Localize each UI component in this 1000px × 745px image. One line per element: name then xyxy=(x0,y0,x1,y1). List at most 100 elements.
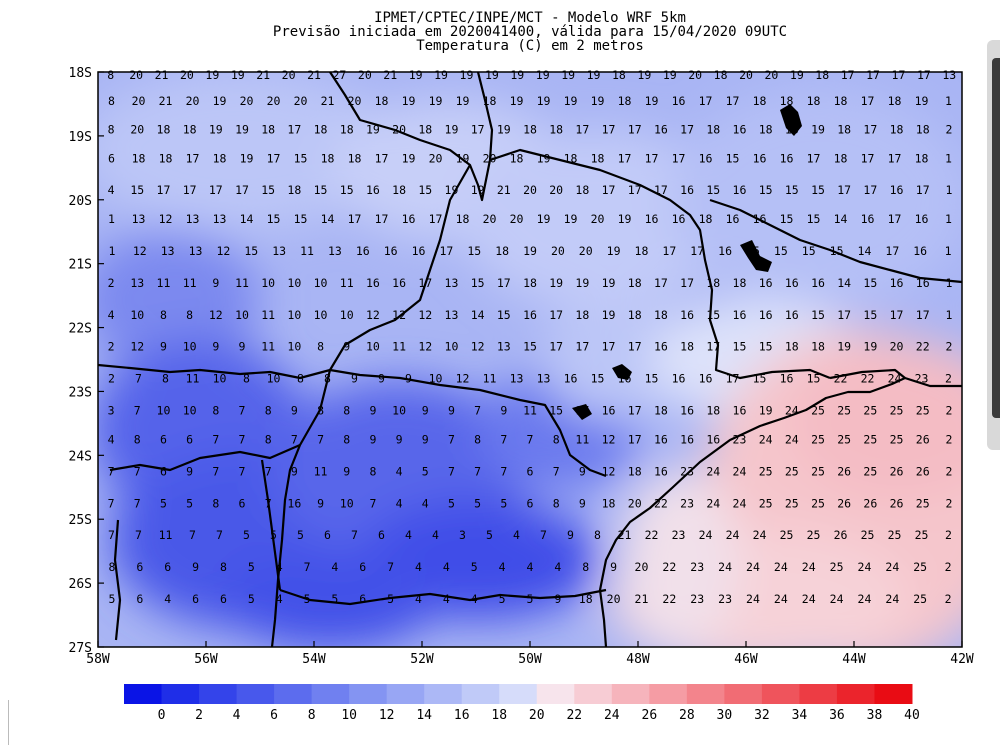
grid-value: 17 xyxy=(575,404,589,418)
grid-value: 12 xyxy=(216,244,230,258)
border-mg-es xyxy=(709,198,963,284)
grid-value: 16 xyxy=(392,276,406,290)
grid-value: 16 xyxy=(602,404,616,418)
colorbar-swatch xyxy=(611,684,650,704)
grid-value: 25 xyxy=(890,404,904,418)
grid-value: 23 xyxy=(680,496,694,510)
grid-value: 26 xyxy=(863,496,877,510)
grid-value: 9 xyxy=(422,432,429,446)
lat-label-23S: 23S xyxy=(69,385,92,400)
grid-value: 8 xyxy=(212,496,219,510)
grid-value: 13 xyxy=(537,372,551,386)
grid-value: 15 xyxy=(261,183,275,197)
grid-value: 5 xyxy=(270,528,277,542)
grid-value: 21 xyxy=(256,68,270,82)
border-mg-rj xyxy=(829,368,906,380)
grid-value: 20 xyxy=(764,68,778,82)
grid-value: 19 xyxy=(497,123,511,137)
grid-value: 11 xyxy=(235,276,249,290)
border-go-mg xyxy=(476,71,494,161)
grid-value: 16 xyxy=(699,151,713,165)
lat-label-21S: 21S xyxy=(69,258,92,273)
grid-value: 17 xyxy=(439,244,453,258)
grid-value: 4 xyxy=(108,432,115,446)
grid-value: 7 xyxy=(189,528,196,542)
grid-value: 15 xyxy=(753,372,767,386)
grid-value: 2 xyxy=(945,592,952,606)
grid-value: 1 xyxy=(945,212,952,226)
grid-value: 19 xyxy=(618,212,632,226)
grid-value: 9 xyxy=(160,340,167,354)
grid-value: 14 xyxy=(837,276,851,290)
grid-value: 12 xyxy=(602,464,616,478)
grid-value: 19 xyxy=(460,68,474,82)
grid-value: 16 xyxy=(654,432,668,446)
grid-value: 5 xyxy=(471,560,478,574)
grid-value: 16 xyxy=(680,308,694,322)
grid-value: 15 xyxy=(523,340,537,354)
grid-value: 15 xyxy=(726,151,740,165)
grid-value: 12 xyxy=(133,244,147,258)
grid-value: 25 xyxy=(811,464,825,478)
grid-value: 9 xyxy=(378,372,385,386)
grid-value: 23 xyxy=(718,592,732,606)
grid-value: 16 xyxy=(654,464,668,478)
grid-value: 15 xyxy=(497,308,511,322)
grid-value: 6 xyxy=(136,560,143,574)
grid-value: 16 xyxy=(780,151,794,165)
grid-value: 18 xyxy=(314,123,328,137)
grid-value: 2 xyxy=(945,432,952,446)
grid-value: 18 xyxy=(714,68,728,82)
grid-value: 19 xyxy=(434,68,448,82)
grid-value: 10 xyxy=(130,308,144,322)
grid-value: 9 xyxy=(405,372,412,386)
colorbar-label: 2 xyxy=(195,708,203,723)
grid-value: 6 xyxy=(527,496,534,510)
grid-value: 18 xyxy=(706,123,720,137)
grid-value: 17 xyxy=(726,372,740,386)
grid-value: 18 xyxy=(834,151,848,165)
grid-value: 16 xyxy=(366,276,380,290)
grid-value: 7 xyxy=(304,560,311,574)
colorbar-label: 16 xyxy=(454,708,470,723)
grid-value: 25 xyxy=(890,432,904,446)
grid-value: 19 xyxy=(205,68,219,82)
colorbar-label: 24 xyxy=(604,708,620,723)
colorbar-label: 32 xyxy=(754,708,770,723)
grid-value: 20 xyxy=(591,212,605,226)
grid-value: 5 xyxy=(448,496,455,510)
grid-value: 20 xyxy=(551,244,565,258)
grid-value: 20 xyxy=(483,212,497,226)
grid-value: 6 xyxy=(160,464,167,478)
border-paraguay xyxy=(97,363,331,380)
grid-value: 17 xyxy=(837,308,851,322)
colorbar-label: 12 xyxy=(379,708,395,723)
grid-value: 20 xyxy=(890,340,904,354)
grid-value: 18 xyxy=(348,151,362,165)
grid-value: 18 xyxy=(815,68,829,82)
grid-value: 18 xyxy=(706,404,720,418)
grid-value: 16 xyxy=(916,276,930,290)
grid-value: 7 xyxy=(448,432,455,446)
grid-value: 18 xyxy=(287,183,301,197)
grid-value: 17 xyxy=(699,94,713,108)
grid-value: 24 xyxy=(759,432,773,446)
grid-value: 19 xyxy=(445,123,459,137)
colorbar-swatch xyxy=(161,684,200,704)
grid-value: 4 xyxy=(331,560,338,574)
grid-value: 18 xyxy=(523,123,537,137)
grid-value: 17 xyxy=(628,183,642,197)
grid-value: 16 xyxy=(412,244,426,258)
grid-value: 6 xyxy=(160,432,167,446)
grid-value: 21 xyxy=(635,592,649,606)
grid-value: 16 xyxy=(753,151,767,165)
grid-value: 16 xyxy=(890,183,904,197)
grid-value: 10 xyxy=(340,496,354,510)
grid-value: 19 xyxy=(445,183,459,197)
scrollbar-thumb[interactable] xyxy=(992,58,1000,418)
grid-value: 9 xyxy=(343,464,350,478)
grid-value: 26 xyxy=(890,464,904,478)
grid-value: 7 xyxy=(474,404,481,418)
grid-value: 18 xyxy=(628,276,642,290)
